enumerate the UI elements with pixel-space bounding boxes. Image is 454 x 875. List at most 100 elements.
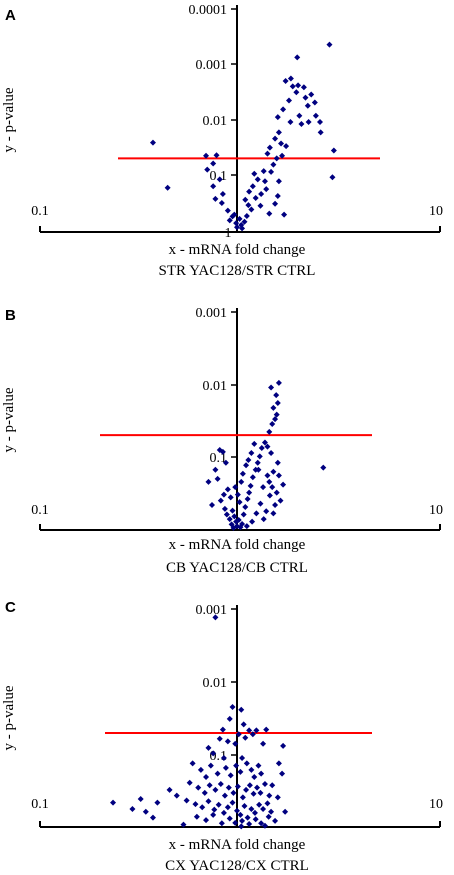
data-point xyxy=(272,502,279,509)
data-point xyxy=(260,740,267,747)
data-point xyxy=(274,794,281,801)
x-axis-label: x - mRNA fold change xyxy=(169,242,306,258)
data-point xyxy=(183,797,190,804)
data-point xyxy=(211,806,218,813)
data-point xyxy=(231,513,238,520)
data-point xyxy=(243,760,250,767)
data-point xyxy=(264,150,271,157)
data-point xyxy=(257,202,264,209)
data-point xyxy=(230,789,237,796)
data-point xyxy=(300,84,307,91)
data-point xyxy=(270,404,277,411)
data-point xyxy=(226,715,233,722)
data-point xyxy=(302,94,309,101)
data-point xyxy=(248,766,255,773)
data-point xyxy=(273,489,280,496)
data-point xyxy=(254,784,261,791)
data-point xyxy=(311,99,318,106)
data-point xyxy=(149,139,156,146)
data-point xyxy=(212,614,219,621)
data-point xyxy=(205,744,212,751)
data-point xyxy=(268,384,275,391)
data-point xyxy=(304,102,311,109)
data-point xyxy=(215,801,222,808)
data-point xyxy=(279,770,286,777)
data-point xyxy=(246,188,253,195)
data-point xyxy=(210,811,217,818)
x-tick-label: 0.1 xyxy=(31,204,49,219)
data-point xyxy=(229,507,236,514)
data-point xyxy=(243,212,250,219)
y-tick-label: 0.01 xyxy=(203,379,228,394)
data-point xyxy=(248,806,255,813)
data-point xyxy=(238,478,245,485)
panel-letter: C xyxy=(5,599,16,616)
data-point xyxy=(269,420,276,427)
data-point xyxy=(278,140,285,147)
data-point xyxy=(274,400,281,407)
data-point xyxy=(248,449,255,456)
data-point xyxy=(248,206,255,213)
data-point xyxy=(220,755,227,762)
data-point xyxy=(308,91,315,98)
data-point xyxy=(251,170,258,177)
y-tick-label: 0.001 xyxy=(196,306,228,321)
data-point xyxy=(217,781,224,788)
data-point xyxy=(293,89,300,96)
data-point xyxy=(252,816,259,823)
data-point xyxy=(266,144,273,151)
data-point xyxy=(244,496,251,503)
data-point xyxy=(129,806,136,813)
data-point xyxy=(243,786,250,793)
data-point xyxy=(260,484,267,491)
data-point xyxy=(247,482,254,489)
data-point xyxy=(224,804,231,811)
data-point xyxy=(209,502,216,509)
data-point xyxy=(233,762,240,769)
data-point xyxy=(203,152,210,159)
data-point xyxy=(237,768,244,775)
data-point xyxy=(258,444,265,451)
data-point xyxy=(234,807,240,814)
panel-letter: A xyxy=(5,7,16,24)
data-point xyxy=(246,727,253,734)
data-point xyxy=(244,814,251,821)
data-point xyxy=(272,817,279,824)
data-point xyxy=(254,176,261,183)
data-point xyxy=(268,808,275,815)
data-point xyxy=(263,508,270,515)
data-point xyxy=(197,766,204,773)
data-point xyxy=(234,491,241,498)
y-tick-label: 0.001 xyxy=(196,58,228,73)
data-point xyxy=(245,202,252,209)
data-point xyxy=(330,147,337,154)
data-point xyxy=(193,813,200,820)
data-point xyxy=(253,510,260,517)
data-point xyxy=(282,808,289,815)
data-point xyxy=(238,823,245,830)
data-point xyxy=(229,703,236,710)
data-point xyxy=(180,821,187,828)
data-point xyxy=(266,492,273,499)
data-point xyxy=(254,459,261,466)
y-tick-label: 0.001 xyxy=(196,603,228,618)
data-point xyxy=(212,466,219,473)
data-point xyxy=(255,762,262,769)
x-tick-label: 10 xyxy=(429,797,443,812)
data-point xyxy=(137,795,144,802)
data-point xyxy=(224,207,231,214)
data-point xyxy=(164,184,171,191)
data-point xyxy=(203,817,210,824)
data-point xyxy=(252,194,259,201)
data-point xyxy=(275,129,282,136)
data-point xyxy=(258,770,265,777)
data-point xyxy=(255,466,262,473)
data-point xyxy=(216,176,223,183)
data-point xyxy=(256,453,263,460)
data-point xyxy=(192,801,199,808)
data-point xyxy=(226,516,233,523)
y-tick-label: 0.01 xyxy=(203,114,228,129)
data-point xyxy=(228,521,235,528)
data-point xyxy=(242,734,249,741)
